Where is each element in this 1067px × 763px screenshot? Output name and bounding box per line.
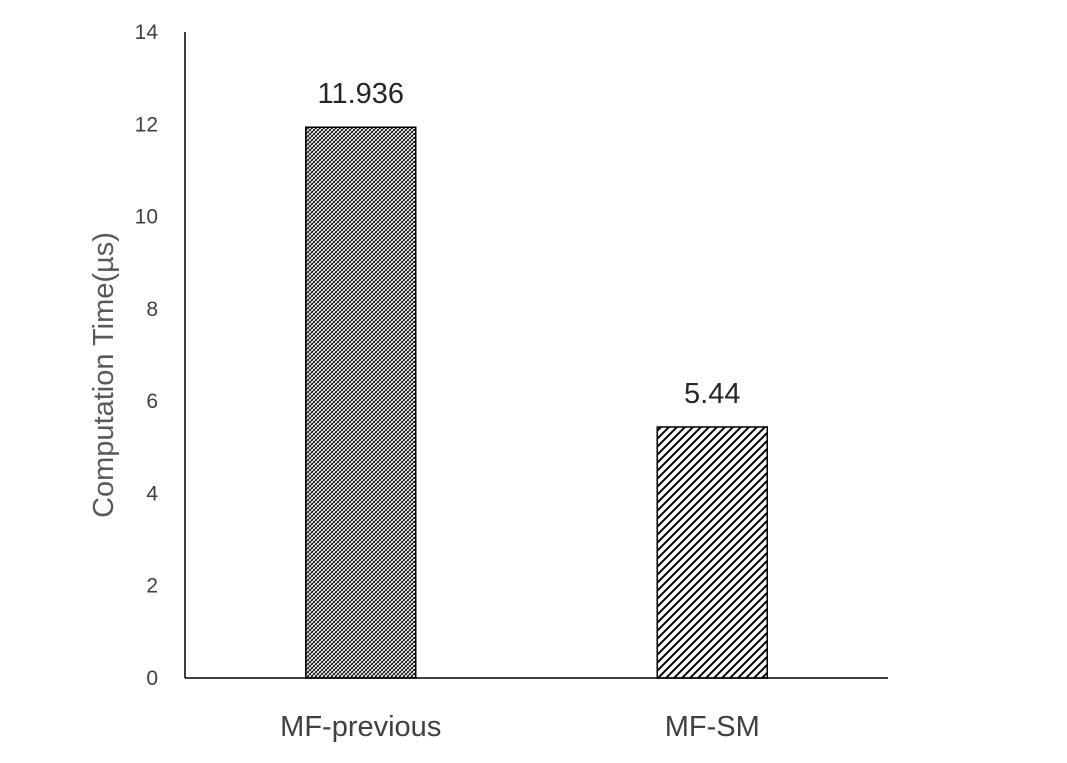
data-labels: 11.936 5.44 [317, 78, 740, 410]
y-tick-label: 10 [135, 206, 158, 229]
x-axis-labels: MF-previous MF-SM [280, 711, 760, 743]
y-tick-label: 4 [146, 482, 158, 505]
y-tick-label: 2 [146, 575, 158, 598]
y-axis-title: Computation Time(µs) [88, 232, 120, 518]
x-category-label: MF-previous [280, 711, 441, 743]
data-label: 5.44 [684, 378, 740, 410]
bar [305, 126, 417, 679]
y-tick-label: 14 [135, 21, 159, 44]
y-tick-label: 6 [146, 390, 158, 413]
y-axis-ticks: 0 2 4 6 8 10 12 14 [135, 21, 159, 690]
y-tick-label: 0 [146, 667, 158, 690]
bar [656, 426, 768, 679]
data-label: 11.936 [317, 78, 404, 110]
bars [305, 126, 768, 679]
y-tick-label: 12 [135, 113, 158, 136]
x-category-label: MF-SM [665, 711, 760, 743]
y-tick-label: 8 [146, 298, 158, 321]
